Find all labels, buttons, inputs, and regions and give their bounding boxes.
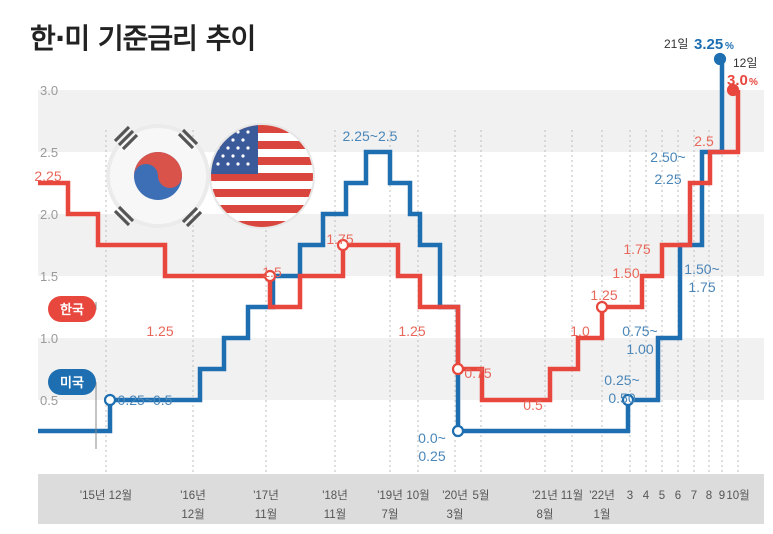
x-tick-label: 10월: [726, 489, 749, 502]
x-axis-bar: [38, 474, 764, 524]
data-label-us: 1.50~: [684, 261, 719, 277]
data-label-korea: 0.5: [523, 397, 543, 413]
marker-dot-korea: [595, 300, 609, 314]
data-label-korea: 0.75: [464, 365, 491, 381]
legend-label-korea: 한국: [60, 302, 84, 318]
x-tick-label: 11월: [255, 508, 278, 521]
marker-dot-korea-end: [726, 83, 740, 97]
data-label-us: 0.50: [608, 390, 635, 406]
x-tick-label: 3: [627, 490, 633, 502]
data-label-korea: 1.50: [612, 265, 639, 281]
end-label-us-value: 3.25: [694, 36, 723, 53]
data-label-korea: 1.25: [398, 323, 425, 339]
guide-lines: [105, 130, 739, 474]
data-label-us: 0.25: [418, 448, 445, 464]
korea-flag-icon: [106, 124, 210, 228]
x-tick-label: '16년: [180, 489, 206, 502]
y-tick-label: 3.0: [40, 83, 58, 98]
end-label-us-unit: %: [725, 41, 734, 52]
data-label-us: 0.25~: [604, 372, 639, 388]
x-tick-label: '21년: [532, 489, 558, 502]
x-tick-label: 1월: [594, 508, 611, 521]
x-tick-label: '20년: [442, 489, 468, 502]
y-tick-label: 2.5: [40, 145, 58, 160]
y-tick-label: 2.0: [40, 207, 58, 222]
marker-dot-us: [621, 393, 635, 407]
chart-title: 한·미 기준금리 추이: [30, 22, 255, 55]
data-label-us: 2.25~2.5: [343, 128, 398, 144]
x-tick-label: '22년: [589, 489, 615, 502]
data-label-korea: 1.25: [590, 287, 617, 303]
y-axis: 0.5 1.0 1.5 2.0 2.5 3.0: [40, 83, 58, 408]
x-tick-label: '15년 12월: [80, 489, 132, 502]
data-label-korea: 2.25: [34, 168, 61, 184]
data-label-korea: 1.75: [326, 231, 353, 247]
x-tick-label: 6: [675, 490, 681, 502]
end-label-korea-day: 12일: [733, 56, 757, 70]
x-tick-label: 7월: [382, 508, 399, 521]
data-label-korea: 1.5: [262, 264, 282, 280]
end-label-korea-value: 3.0: [727, 72, 748, 89]
data-label-us: 2.25: [654, 171, 681, 187]
band-0: [38, 338, 764, 400]
data-label-us: 0.75~: [622, 323, 657, 339]
x-tick-label: 4: [643, 490, 650, 502]
data-labels: 2.25 1.25 1.5 1.75 1.25 0.75 0.5 1.0 1.25 1.50 1.7…: [34, 36, 758, 464]
legend-korea: 한국: [48, 296, 97, 322]
x-tick-label: 7: [691, 490, 697, 502]
marker-dot-korea: [263, 269, 277, 283]
y-tick-label: 1.5: [40, 269, 58, 284]
x-tick-label: '17년: [253, 489, 279, 502]
marker-dot-korea: [336, 238, 350, 252]
data-label-us: 0.25~0.5: [118, 392, 173, 408]
data-label-us: 0.0~: [418, 430, 446, 446]
marker-dot-korea: [451, 362, 465, 376]
data-label-korea: 2.5: [694, 133, 714, 149]
legend-us: 미국: [48, 369, 97, 449]
x-tick-label: 10월: [406, 489, 429, 502]
data-label-us: 1.00: [626, 341, 653, 357]
x-tick-label: 12월: [181, 508, 204, 521]
marker-dot-us: [451, 424, 465, 438]
x-tick-label: 11월: [324, 508, 347, 521]
x-tick-label: 5: [659, 490, 665, 502]
end-label-us-day: 21일: [664, 37, 688, 51]
data-label-us: 2.50~: [650, 149, 685, 165]
x-tick-label: 5월: [473, 489, 490, 502]
x-tick-label: 11월: [561, 489, 584, 502]
end-label-korea-unit: %: [749, 77, 758, 88]
y-tick-label: 0.5: [40, 393, 58, 408]
x-tick-label: '19년: [377, 489, 403, 502]
x-tick-label: '18년: [322, 489, 348, 502]
data-label-korea: 1.0: [570, 323, 590, 339]
x-tick-label: 8: [706, 490, 712, 502]
marker-dot-us-end: [713, 52, 727, 66]
x-tick-label: 9: [719, 490, 725, 502]
us-flag-icon: [209, 123, 315, 229]
data-label-korea: 1.75: [623, 241, 650, 257]
x-axis: '15년 12월 '16년 12월 '17년 11월 '18년 11월 '19년 7월 10월 '2…: [80, 489, 750, 521]
legend-label-us: 미국: [60, 375, 84, 391]
series-line-us: [38, 59, 725, 434]
marker-dot-us: [103, 393, 117, 407]
data-label-korea: 1.25: [146, 323, 173, 339]
marker-dots: [103, 52, 740, 438]
data-label-us: 1.75: [688, 279, 715, 295]
x-tick-label: 3월: [447, 508, 464, 521]
x-tick-label: 8월: [537, 508, 554, 521]
y-tick-label: 1.0: [40, 331, 58, 346]
